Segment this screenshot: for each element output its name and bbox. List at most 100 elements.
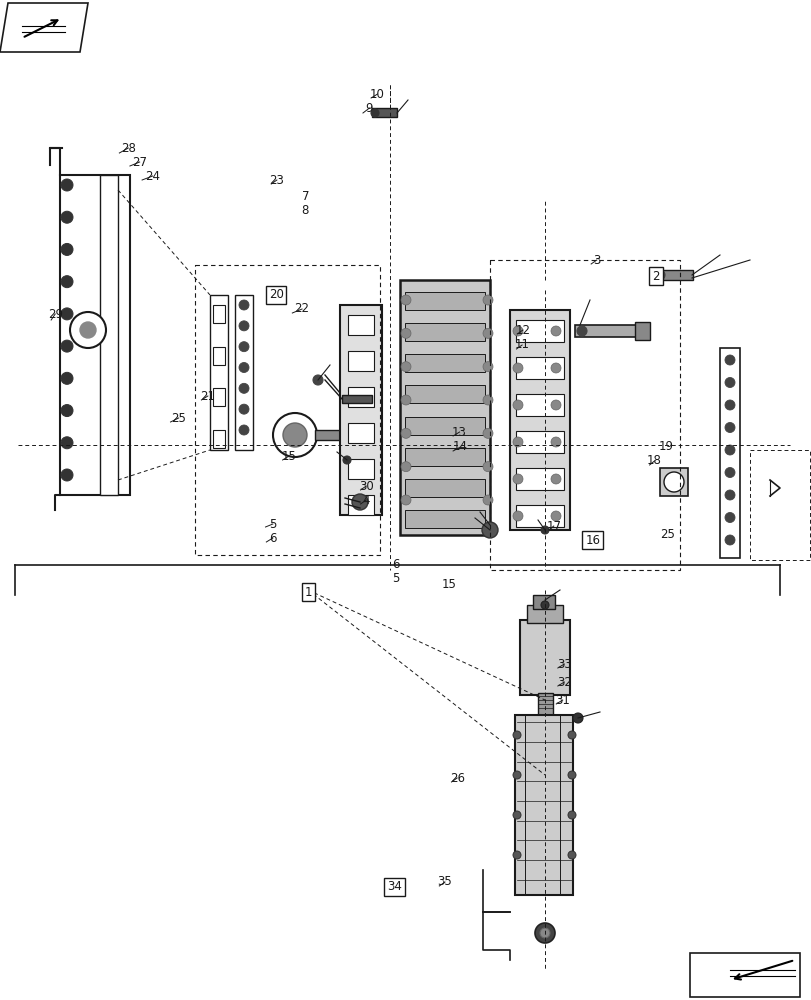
Circle shape bbox=[568, 811, 575, 819]
Circle shape bbox=[80, 322, 96, 338]
Text: 7: 7 bbox=[301, 190, 309, 203]
Bar bbox=[515, 394, 564, 416]
Text: 1: 1 bbox=[304, 585, 312, 598]
Text: 5: 5 bbox=[392, 572, 400, 584]
Bar bbox=[509, 310, 569, 530]
Text: 14: 14 bbox=[453, 440, 467, 454]
Circle shape bbox=[513, 326, 522, 336]
Circle shape bbox=[483, 462, 492, 472]
Circle shape bbox=[654, 270, 664, 280]
Circle shape bbox=[724, 535, 734, 545]
Bar bbox=[348, 387, 374, 407]
Circle shape bbox=[401, 395, 410, 405]
Circle shape bbox=[568, 771, 575, 779]
Circle shape bbox=[61, 437, 73, 449]
Bar bbox=[659, 468, 687, 496]
Bar bbox=[405, 292, 484, 310]
Circle shape bbox=[401, 495, 410, 505]
Text: 22: 22 bbox=[294, 302, 309, 316]
Text: 2: 2 bbox=[651, 269, 659, 282]
Circle shape bbox=[724, 445, 734, 455]
Bar bbox=[400, 280, 489, 535]
Circle shape bbox=[724, 377, 734, 387]
Circle shape bbox=[513, 771, 521, 779]
Bar bbox=[574, 325, 639, 337]
Text: 25: 25 bbox=[659, 528, 674, 542]
Text: 29: 29 bbox=[48, 308, 62, 320]
Circle shape bbox=[342, 456, 350, 464]
Circle shape bbox=[401, 428, 410, 438]
Circle shape bbox=[238, 425, 249, 435]
Circle shape bbox=[70, 312, 106, 348]
Bar bbox=[532, 595, 554, 609]
Bar bbox=[634, 322, 649, 340]
Text: 28: 28 bbox=[121, 142, 135, 155]
Circle shape bbox=[577, 326, 586, 336]
Circle shape bbox=[312, 375, 323, 385]
Text: 34: 34 bbox=[387, 880, 401, 894]
Text: 3: 3 bbox=[592, 253, 600, 266]
Circle shape bbox=[482, 522, 497, 538]
Polygon shape bbox=[0, 3, 88, 52]
Circle shape bbox=[61, 276, 73, 288]
Circle shape bbox=[551, 474, 560, 484]
Bar bbox=[212, 388, 225, 406]
Text: 5: 5 bbox=[268, 518, 277, 530]
Circle shape bbox=[540, 601, 548, 609]
Circle shape bbox=[238, 342, 249, 352]
Bar bbox=[405, 417, 484, 435]
Bar bbox=[234, 295, 253, 450]
Text: 24: 24 bbox=[145, 170, 160, 183]
Circle shape bbox=[61, 405, 73, 417]
Circle shape bbox=[568, 731, 575, 739]
Circle shape bbox=[401, 462, 410, 472]
Circle shape bbox=[272, 413, 316, 457]
Bar bbox=[315, 430, 340, 440]
Text: 16: 16 bbox=[585, 534, 599, 546]
Text: 15: 15 bbox=[281, 450, 296, 462]
Bar bbox=[100, 175, 118, 495]
Circle shape bbox=[61, 469, 73, 481]
Circle shape bbox=[483, 395, 492, 405]
Text: 35: 35 bbox=[437, 876, 452, 888]
Bar bbox=[348, 423, 374, 443]
Circle shape bbox=[102, 340, 114, 352]
Bar bbox=[514, 715, 573, 895]
Circle shape bbox=[724, 400, 734, 410]
Circle shape bbox=[238, 404, 249, 414]
Circle shape bbox=[102, 437, 114, 449]
Bar bbox=[405, 448, 484, 466]
Text: 9: 9 bbox=[365, 102, 373, 115]
Circle shape bbox=[513, 731, 521, 739]
Bar bbox=[515, 468, 564, 490]
Circle shape bbox=[539, 928, 549, 938]
Circle shape bbox=[483, 495, 492, 505]
Circle shape bbox=[401, 328, 410, 338]
Bar bbox=[212, 430, 225, 448]
Circle shape bbox=[238, 362, 249, 372]
Bar bbox=[340, 305, 381, 515]
Text: 10: 10 bbox=[370, 88, 384, 101]
Bar bbox=[515, 505, 564, 527]
Circle shape bbox=[61, 308, 73, 320]
Bar bbox=[515, 357, 564, 379]
Circle shape bbox=[724, 490, 734, 500]
Text: 30: 30 bbox=[358, 480, 373, 492]
Circle shape bbox=[513, 363, 522, 373]
Circle shape bbox=[513, 437, 522, 447]
Bar bbox=[405, 479, 484, 497]
Circle shape bbox=[513, 400, 522, 410]
Bar bbox=[60, 175, 130, 495]
Circle shape bbox=[238, 383, 249, 393]
Text: 31: 31 bbox=[555, 694, 569, 706]
Circle shape bbox=[102, 211, 114, 223]
Circle shape bbox=[483, 362, 492, 372]
Circle shape bbox=[483, 328, 492, 338]
Bar bbox=[405, 385, 484, 403]
Bar bbox=[405, 323, 484, 341]
Circle shape bbox=[401, 362, 410, 372]
Bar bbox=[538, 693, 552, 715]
Circle shape bbox=[401, 295, 410, 305]
Circle shape bbox=[351, 494, 367, 510]
Bar bbox=[348, 459, 374, 479]
